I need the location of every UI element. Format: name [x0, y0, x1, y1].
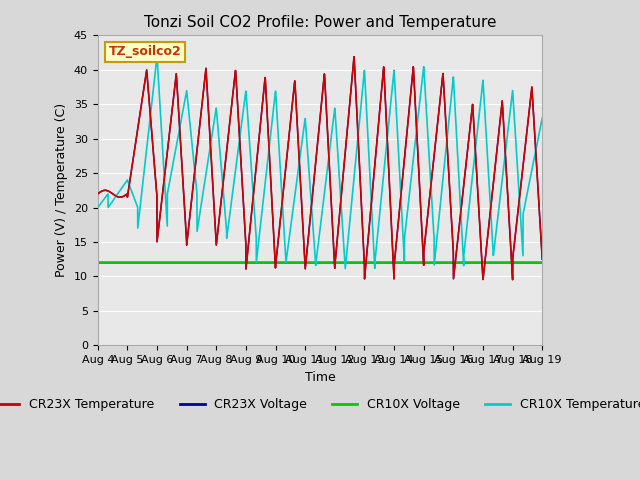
- Legend: CR23X Temperature, CR23X Voltage, CR10X Voltage, CR10X Temperature: CR23X Temperature, CR23X Voltage, CR10X …: [0, 394, 640, 417]
- Title: Tonzi Soil CO2 Profile: Power and Temperature: Tonzi Soil CO2 Profile: Power and Temper…: [144, 15, 496, 30]
- Y-axis label: Power (V) / Temperature (C): Power (V) / Temperature (C): [55, 103, 68, 277]
- Text: TZ_soilco2: TZ_soilco2: [109, 46, 182, 59]
- X-axis label: Time: Time: [305, 371, 335, 384]
